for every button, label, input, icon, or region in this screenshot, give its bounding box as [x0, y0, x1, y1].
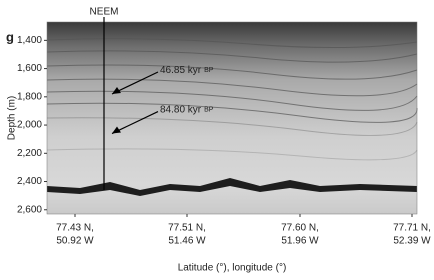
- y-tick-label: 2,400: [17, 176, 42, 187]
- x-tick-label: 51.96 W: [281, 236, 319, 247]
- annotation-unit: BP: [204, 67, 214, 74]
- annotation-unit: BP: [204, 106, 214, 113]
- y-tick-label: 1,600: [17, 63, 42, 74]
- annotation-value: 46.85 kyr: [160, 65, 202, 76]
- x-tick-label: 77.51 N,: [168, 223, 206, 234]
- annotation-value: 84.80 kyr: [160, 104, 202, 115]
- x-tick-label: 51.46 W: [168, 236, 206, 247]
- y-tick-label: 2,200: [17, 148, 42, 159]
- x-tick-label: 52.39 W: [393, 236, 431, 247]
- x-tick-label: 77.71 N,: [393, 223, 431, 234]
- y-tick-label: 2,600: [17, 204, 42, 215]
- y-tick-label: 1,400: [17, 35, 42, 46]
- x-tick-label: 77.43 N,: [56, 223, 94, 234]
- y-tick-label: 1,800: [17, 91, 42, 102]
- y-tick-label: 2,000: [17, 120, 42, 131]
- x-tick-label: 50.92 W: [56, 236, 94, 247]
- radar-image: [47, 22, 417, 214]
- panel-label: g: [6, 29, 14, 44]
- site-label: NEEM: [90, 7, 119, 18]
- figure: g NEEM Depth (m) Latitude (°), longitude…: [0, 0, 434, 280]
- x-axis-label: Latitude (°), longitude (°): [178, 263, 287, 274]
- x-tick-label: 77.60 N,: [281, 223, 319, 234]
